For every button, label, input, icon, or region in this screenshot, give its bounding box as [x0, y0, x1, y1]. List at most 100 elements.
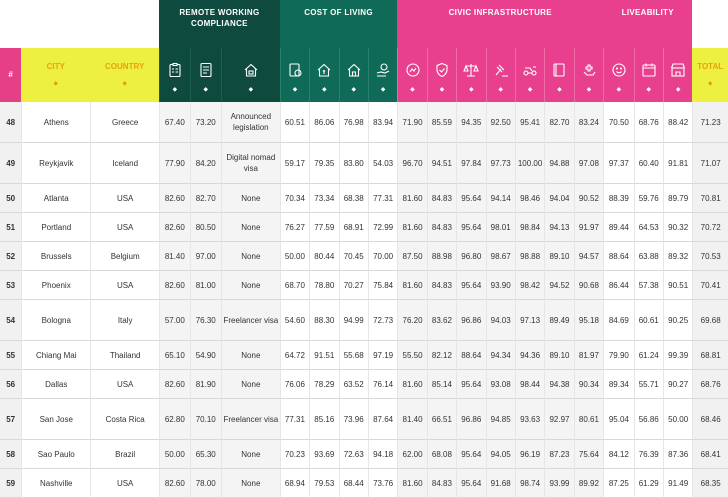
score-cell: 95.41 [514, 102, 545, 143]
score-cell: 79.35 [309, 143, 339, 184]
rank-cell: 59 [0, 469, 22, 498]
sort-icon[interactable]: ⬥ [557, 87, 562, 93]
score-cell: 54.03 [367, 143, 398, 184]
score-cell: 55.50 [397, 341, 427, 370]
score-cell: 84.69 [603, 300, 634, 341]
city-cell: Reykjavik [21, 143, 91, 184]
score-cell: 87.50 [397, 242, 427, 271]
col-rank-header[interactable]: # [0, 48, 22, 102]
score-cell: 94.14 [485, 184, 515, 213]
score-cell: 96.80 [456, 242, 486, 271]
score-cell: 68.76 [633, 102, 663, 143]
score-cell: 98.42 [514, 271, 545, 300]
col-remote-1-header[interactable]: ⬥ [159, 48, 190, 102]
col-civic-7-header[interactable]: ⬥ [573, 48, 604, 102]
table-row[interactable]: 52 Brussels Belgium 81.40 97.00 None 50.00 80.4… [0, 242, 728, 271]
sort-icon[interactable]: ⬥ [498, 87, 503, 93]
col-cost-2-header[interactable]: ⬥ [309, 48, 339, 102]
score-cell: None [220, 341, 280, 370]
table-row[interactable]: 57 San Jose Costa Rica 62.80 70.10 Freelancer… [0, 399, 728, 440]
sort-icon[interactable]: ⬥ [469, 87, 474, 93]
sort-icon[interactable]: ⬥ [381, 87, 386, 93]
col-city-header[interactable]: CITY ⬥ [21, 48, 91, 102]
sort-icon[interactable]: ⬥ [322, 87, 327, 93]
table-row[interactable]: 51 Portland USA 82.60 80.50 None 76.27 77.59 68.… [0, 213, 728, 242]
table-row[interactable]: 58 Sao Paulo Brazil 50.00 65.30 None 70.23 93.6… [0, 440, 728, 469]
sort-icon[interactable]: ⬥ [676, 87, 681, 93]
col-total-header[interactable]: TOTAL ⬥ [692, 48, 728, 102]
score-cell: 98.88 [514, 242, 545, 271]
sort-icon[interactable]: ⬥ [248, 87, 253, 93]
col-country-header[interactable]: COUNTRY ⬥ [90, 48, 160, 102]
sort-icon[interactable]: ⬥ [708, 81, 713, 87]
score-cell: 57.38 [633, 271, 663, 300]
score-cell: 63.88 [633, 242, 663, 271]
score-cell: 73.76 [367, 469, 398, 498]
col-civic-5-header[interactable]: ⬥ [514, 48, 545, 102]
score-cell: 62.80 [159, 399, 190, 440]
score-cell: 82.60 [159, 469, 190, 498]
sort-icon[interactable]: ⬥ [122, 81, 127, 87]
col-civic-2-header[interactable]: ⬥ [426, 48, 457, 102]
score-cell: 81.60 [397, 370, 427, 399]
sort-icon[interactable]: ⬥ [646, 87, 651, 93]
score-cell: 88.30 [309, 300, 339, 341]
col-cost-4-header[interactable]: ⬥ [367, 48, 398, 102]
total-cell: 70.81 [692, 184, 728, 213]
col-civic-4-header[interactable]: ⬥ [485, 48, 515, 102]
score-cell: 81.00 [189, 271, 221, 300]
country-cell: Costa Rica [90, 399, 160, 440]
score-cell: 98.74 [514, 469, 545, 498]
sort-icon[interactable]: ⬥ [53, 81, 58, 87]
score-cell: 77.31 [279, 399, 310, 440]
score-cell: None [220, 271, 280, 300]
col-live-2-header[interactable]: ⬥ [633, 48, 663, 102]
score-cell: 89.10 [544, 341, 574, 370]
score-cell: 96.86 [456, 300, 486, 341]
table-row[interactable]: 54 Bologna Italy 57.00 76.30 Freelancer visa 5… [0, 300, 728, 341]
table-row[interactable]: 55 Chiang Mai Thailand 65.10 54.90 None 64.72 9… [0, 341, 728, 370]
hand-coin-icon [376, 63, 390, 77]
score-cell: 93.08 [485, 370, 515, 399]
table-row[interactable]: 49 Reykjavik Iceland 77.90 84.20 Digital noma… [0, 143, 728, 184]
sort-icon[interactable]: ⬥ [410, 87, 415, 93]
total-cell: 70.53 [692, 242, 728, 271]
score-cell: 89.34 [603, 370, 634, 399]
score-cell: 93.99 [544, 469, 574, 498]
col-civic-6-header[interactable]: ⬥ [544, 48, 574, 102]
table-row[interactable]: 50 Atlanta USA 82.60 82.70 None 70.34 73.34 68.3… [0, 184, 728, 213]
score-cell: 96.19 [514, 440, 545, 469]
col-live-1-header[interactable]: ⬥ [603, 48, 634, 102]
col-cost-1-header[interactable]: ⬥ [279, 48, 310, 102]
sort-icon[interactable]: ⬥ [292, 87, 298, 93]
total-cell: 68.81 [692, 341, 728, 370]
score-cell: 90.68 [573, 271, 604, 300]
sort-icon[interactable]: ⬥ [527, 87, 533, 93]
score-cell: 61.29 [633, 469, 663, 498]
col-remote-2-header[interactable]: ⬥ [189, 48, 221, 102]
sort-icon[interactable]: ⬥ [203, 87, 208, 93]
sort-icon[interactable]: ⬥ [616, 87, 621, 93]
sort-icon[interactable]: ⬥ [172, 87, 177, 93]
score-cell: 94.57 [573, 242, 604, 271]
table-row[interactable]: 53 Phoenix USA 82.60 81.00 None 68.70 78.80 70.2… [0, 271, 728, 300]
score-cell: None [220, 184, 280, 213]
col-civic-3-header[interactable]: ⬥ [456, 48, 486, 102]
table-row[interactable]: 56 Dallas USA 82.60 81.90 None 76.06 78.29 63.52… [0, 370, 728, 399]
score-cell: 84.20 [189, 143, 221, 184]
transport-icon [523, 66, 537, 76]
sort-icon[interactable]: ⬥ [439, 87, 445, 93]
col-cost-3-header[interactable]: ⬥ [338, 48, 368, 102]
sort-icon[interactable]: ⬥ [351, 87, 356, 93]
table-row[interactable]: 48 Athens Greece 67.40 73.20 Announced legisl… [0, 102, 728, 143]
signal-icon [405, 63, 420, 77]
col-civic-1-header[interactable]: ⬥ [397, 48, 427, 102]
sort-icon[interactable]: ⬥ [586, 87, 592, 93]
col-live-3-header[interactable]: ⬥ [662, 48, 693, 102]
col-remote-3-header[interactable]: ⬥ [220, 48, 280, 102]
table-row[interactable]: 59 Nashville USA 82.60 78.00 None 68.94 79.53 68… [0, 469, 728, 498]
score-cell: 82.60 [159, 271, 190, 300]
score-cell: 59.76 [633, 184, 663, 213]
rank-cell: 57 [0, 399, 22, 440]
